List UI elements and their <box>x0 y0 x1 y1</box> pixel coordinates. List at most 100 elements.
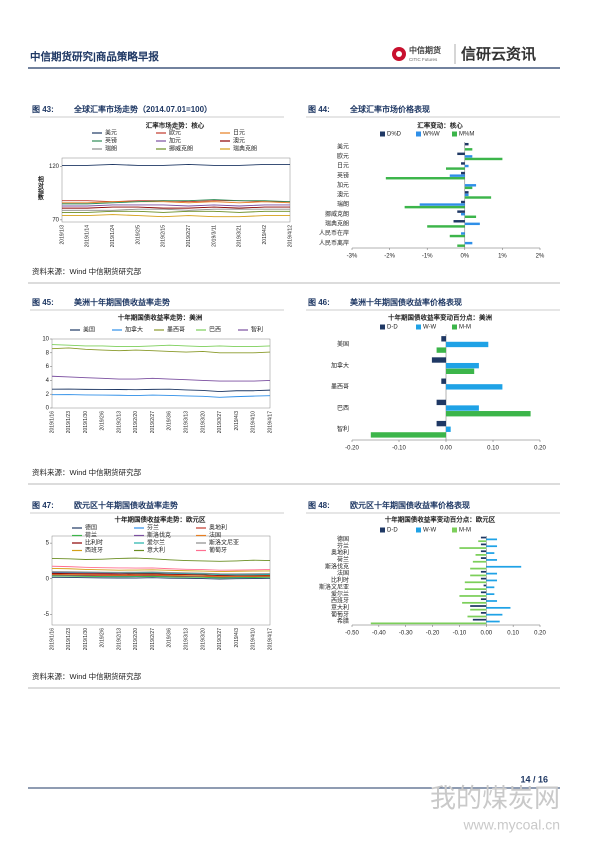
bar <box>370 622 487 625</box>
legend-swatch <box>452 324 457 330</box>
figure-label: 图 43: <box>32 105 54 114</box>
x-tick-label: 2019/1/24 <box>110 225 116 247</box>
source: 资料来源：Wind 中信期货研究部 <box>32 266 142 276</box>
y-tick-label: 0 <box>46 576 50 582</box>
plot-area <box>51 535 271 626</box>
bar <box>486 586 495 589</box>
x-tick-label: -3% <box>347 254 358 260</box>
bar <box>446 411 531 417</box>
legend-swatch <box>380 324 385 330</box>
legend-swatch <box>416 324 421 330</box>
series-line <box>62 214 290 218</box>
series-line <box>62 210 290 213</box>
bar <box>449 234 465 238</box>
y-tick-label: 120 <box>49 164 60 170</box>
figure-title: 全球汇率市场走势（2014.07.01=100） <box>73 104 212 114</box>
source: 资料来源：Wind 中信期货研究部 <box>32 671 142 681</box>
x-tick-label: 2019/3/21 <box>237 225 243 247</box>
bar <box>464 215 477 218</box>
category-label: 英镑 <box>337 171 349 179</box>
series-line <box>51 571 271 575</box>
figure-title: 美洲十年期国债收益率价格表现 <box>350 297 462 307</box>
series-line <box>51 375 271 382</box>
legend-label: 美国 <box>83 326 95 334</box>
x-tick-label: -2% <box>384 254 395 260</box>
category-label: 奥地利 <box>331 549 349 557</box>
legend-label: 墨西哥 <box>167 327 185 334</box>
legend-label: 意大利 <box>147 546 165 554</box>
bar <box>436 420 446 427</box>
legend-swatch <box>416 527 421 533</box>
x-tick-label: 2019/4/3 <box>234 628 240 648</box>
legend-label: 巴西 <box>209 327 221 334</box>
bar <box>457 152 465 156</box>
bar <box>478 540 487 543</box>
x-tick-label: 0.10 <box>487 446 499 452</box>
category-label: 巴西 <box>337 405 349 412</box>
bar <box>427 225 465 228</box>
figure-title: 欧元区十年期国债收益率价格表现 <box>350 500 470 510</box>
x-tick-label: 2019/1/30 <box>83 411 89 433</box>
bar <box>480 543 487 546</box>
series-line <box>62 163 290 166</box>
bar <box>486 593 495 596</box>
category-label: 瑞朗 <box>337 200 349 208</box>
bar <box>480 550 487 553</box>
x-tick-label: 2019/3/6 <box>167 411 173 431</box>
series-line <box>51 573 271 577</box>
bar <box>453 220 465 223</box>
legend-label: 瑞典克朗 <box>233 145 257 153</box>
y-tick-label: -5 <box>44 612 50 618</box>
figure-label: 图 48: <box>308 501 330 510</box>
header-title: 中信期货研究|商品策略早报 <box>30 50 159 63</box>
bar <box>461 232 465 235</box>
x-tick-label: -0.20 <box>345 446 359 452</box>
category-label: 法国 <box>337 569 349 577</box>
x-tick-label: -0.50 <box>345 631 359 637</box>
bar <box>464 196 492 199</box>
bar <box>464 186 473 190</box>
category-label: 美元 <box>337 142 349 150</box>
bar <box>441 378 446 384</box>
bar <box>446 426 451 432</box>
x-tick-label: 2019/2/20 <box>133 628 139 650</box>
x-tick-label: 2019/2/6 <box>100 628 106 648</box>
bar <box>486 565 522 568</box>
legend-label: 挪威克朗 <box>169 145 193 153</box>
legend-label: W%W <box>423 132 440 138</box>
legend-label: 荷兰 <box>85 531 97 539</box>
bar <box>486 552 495 554</box>
x-tick-label: 2019/4/17 <box>267 628 273 650</box>
y-tick-label: 6 <box>46 364 50 370</box>
x-tick-label: 2019/3/20 <box>200 628 206 650</box>
bar <box>486 620 500 623</box>
legend-label: 英镑 <box>105 137 117 145</box>
series-line <box>51 557 271 562</box>
series-line <box>51 347 271 354</box>
bar <box>461 162 465 165</box>
y-tick-label: 70 <box>52 217 59 223</box>
bar <box>446 368 475 374</box>
bar <box>436 347 446 353</box>
legend-label: 日元 <box>233 130 245 137</box>
bar <box>449 174 465 177</box>
bar <box>385 177 465 180</box>
x-tick-label: 2019/2/15 <box>161 225 167 247</box>
legend-label: 欧元 <box>169 129 181 137</box>
category-label: 挪威克朗 <box>325 210 349 218</box>
y-tick-label: 8 <box>46 350 50 356</box>
category-label: 德国 <box>337 535 349 543</box>
series-line <box>51 574 271 578</box>
bar <box>464 222 480 226</box>
series-line <box>51 388 271 393</box>
x-tick-label: 2019/4/17 <box>267 411 273 433</box>
chart-title: 十年期国债收益率变动百分点：欧元区 <box>385 515 496 524</box>
category-label: 葡萄牙 <box>331 610 349 618</box>
series-line <box>51 576 271 580</box>
legend-label: 爱尔兰 <box>147 539 165 547</box>
bar <box>464 588 487 590</box>
bar <box>464 155 473 158</box>
category-label: 人民币在岸 <box>319 229 349 237</box>
legend-swatch <box>380 131 385 137</box>
